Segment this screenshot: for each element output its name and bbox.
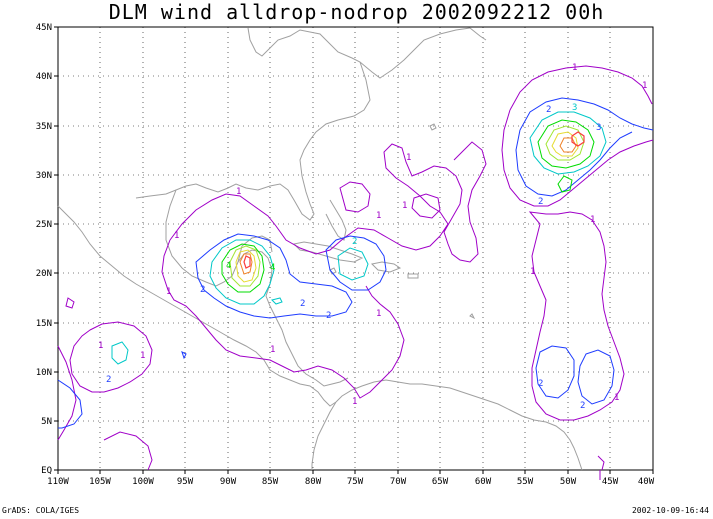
lon-tick-label: 60W [475,477,492,487]
contour-label: 2 [580,401,585,411]
lat-tick-label: 30N [36,171,52,181]
contour-label: 4 [270,263,275,273]
contours-level-4 [221,119,595,293]
footer-credit: GrADS: COLA/IGES [2,506,80,515]
contour-label: 1 [590,215,595,225]
contour-label: 2 [300,299,305,309]
map-title: DLM wind alldrop-nodrop 2002092212 00h [108,0,605,24]
contour-label: 1 [376,211,381,221]
contour-label: 2 [546,105,551,115]
contour-label: 1 [352,397,357,407]
grid-lines [58,27,653,470]
lon-tick-label: 90W [220,477,237,487]
contour-label: 1 [236,187,241,197]
contour-label: 1 [270,345,275,355]
lon-tick-label: 85W [262,477,279,487]
lat-tick-label: 35N [36,122,52,132]
lon-tick-label: 65W [432,477,449,487]
contour-label: 3 [572,103,577,113]
contours-level-5 [229,125,585,287]
contour-label: 1 [174,231,179,241]
lon-tick-label: 95W [177,477,194,487]
coastlines [57,27,583,471]
lon-tick-label: 100W [132,477,154,487]
contour-label: 3 [596,123,601,133]
contour-label: 1 [402,201,407,211]
contours-level-6 [235,131,579,283]
lon-tick-label: 105W [89,477,111,487]
contour-label: 1 [530,267,535,277]
contour-label: 1 [376,309,381,319]
contour-label: 2 [200,285,205,295]
lon-tick-label: 55W [517,477,534,487]
lon-tick-label: 50W [560,477,577,487]
contours-level-2 [57,97,654,429]
contour-label: 1 [642,81,647,91]
contour-label: 1 [572,63,577,73]
footer-timestamp: 2002-10-09-16:44 [631,506,709,515]
lat-tick-label: 20N [36,269,52,279]
lon-tick-label: 70W [390,477,407,487]
contour-label: 2 [106,375,111,385]
lon-tick-label: 40W [638,477,655,487]
lat-tick-label: EQ [41,466,52,476]
lon-tick-label: 45W [602,477,619,487]
contour-label: 2 [352,237,357,247]
lat-tick-label: 45N [36,23,52,33]
lat-tick-label: 15N [36,319,52,329]
contour-label: 2 [538,379,543,389]
contours-level-7 [239,137,577,275]
lat-tick-label: 5N [41,417,52,427]
lat-tick-label: 10N [36,368,52,378]
lat-tick-label: 40N [36,72,52,82]
contours-level-8 [243,131,585,269]
contours-level-1 [57,65,654,480]
lat-tick-label: 25N [36,220,52,230]
lon-tick-label: 75W [347,477,364,487]
contour-label: 4 [226,261,231,271]
contour-label: 1 [98,341,103,351]
contour-label: 2 [326,311,331,321]
contours-level-3 [111,111,607,365]
lon-tick-label: 110W [47,477,69,487]
lon-tick-label: 80W [305,477,322,487]
contour-label: 1 [614,393,619,403]
contour-label: 1 [140,351,145,361]
contour-label: 2 [538,197,543,207]
contour-label: 1 [166,287,171,297]
contour-label: 1 [406,153,411,163]
